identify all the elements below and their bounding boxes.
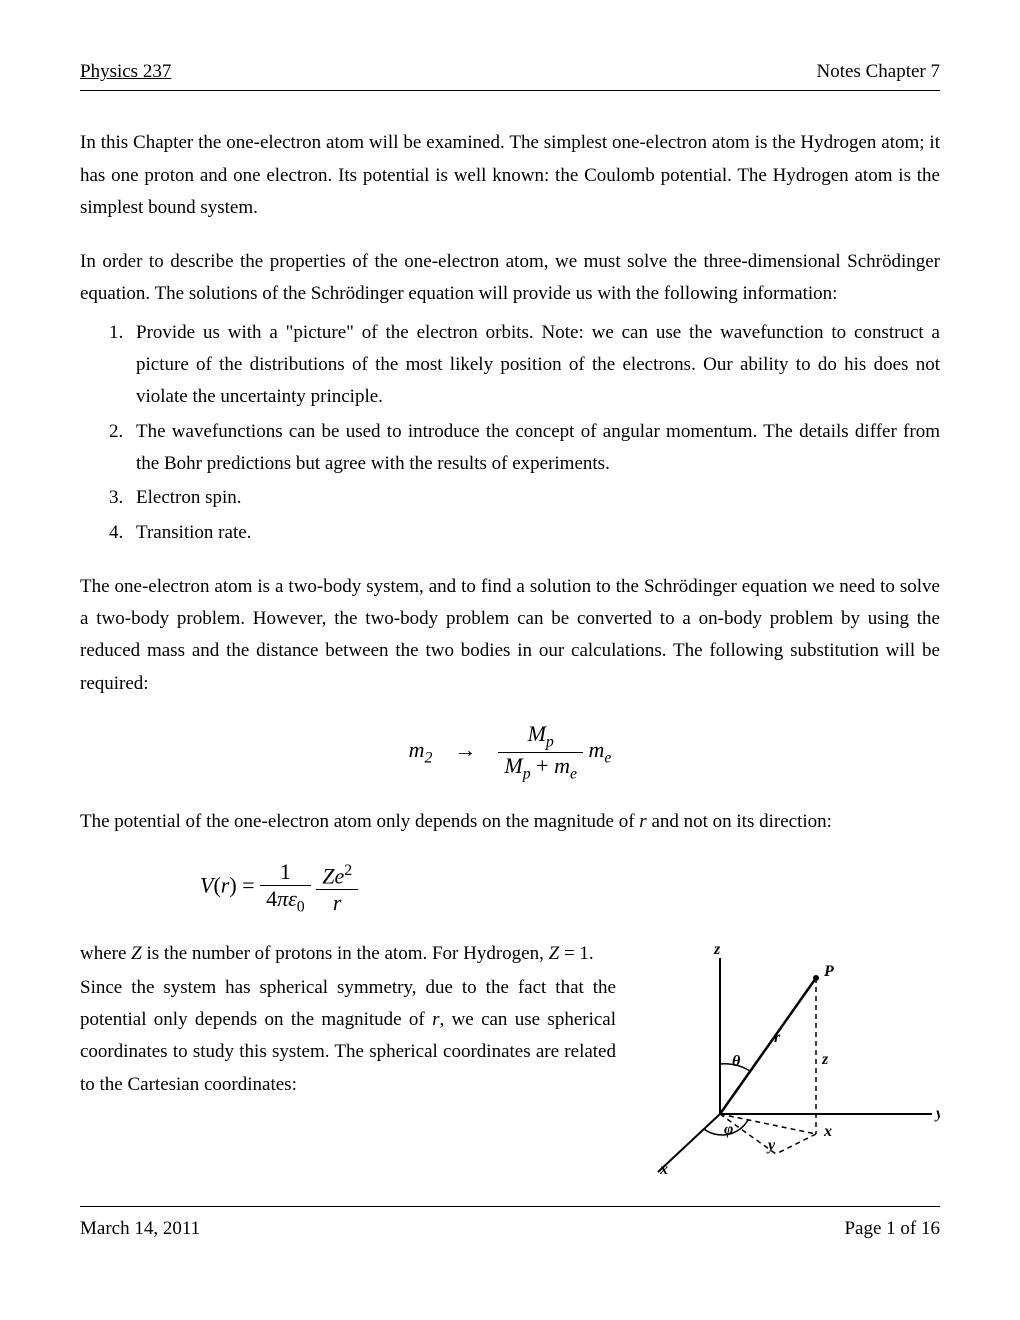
eq1-tail-sub: e	[604, 749, 611, 766]
spherical-paragraph: Since the system has spherical symmetry,…	[80, 972, 616, 1101]
intro-paragraph-2: In order to describe the properties of t…	[80, 246, 940, 311]
eq1-den-plus: +	[531, 753, 554, 778]
eq2-num2-sup: 2	[344, 862, 352, 879]
page-footer: March 14, 2011 Page 1 of 16	[80, 1206, 940, 1245]
eq2-num2-a: Ze	[322, 863, 344, 888]
eq2-den1-sub: 0	[297, 898, 305, 915]
label-phi: φ	[724, 1121, 733, 1138]
eq1-fraction: Mp Mp + me	[498, 722, 583, 782]
eq1-den-a: M	[504, 753, 522, 778]
eq1-lhs-var: m	[409, 737, 425, 762]
p5-a: where	[80, 943, 131, 964]
header-chapter: Notes Chapter 7	[817, 56, 940, 88]
label-xc: x	[823, 1123, 832, 1140]
bottom-text: where Z is the number of protons in the …	[80, 938, 616, 1101]
label-x: x	[659, 1161, 668, 1178]
info-list: Provide us with a "picture" of the elect…	[128, 317, 940, 549]
eq2-V: V	[200, 873, 213, 898]
p4-a: The potential of the one-electron atom o…	[80, 811, 639, 832]
label-y: y	[934, 1105, 940, 1122]
list-item: The wavefunctions can be used to introdu…	[128, 416, 940, 481]
potential-paragraph: The potential of the one-electron atom o…	[80, 806, 940, 838]
label-zc: z	[821, 1051, 829, 1068]
eq1-arrow: →	[454, 737, 476, 762]
eq1-den-b-sub: e	[570, 765, 577, 782]
list-item: Transition rate.	[128, 517, 940, 549]
header-course: Physics 237	[80, 56, 171, 88]
intro-paragraph-1: In this Chapter the one-electron atom wi…	[80, 127, 940, 224]
bottom-two-column: where Z is the number of protons in the …	[80, 938, 940, 1178]
p6-r: r	[432, 1009, 439, 1030]
label-z: z	[713, 941, 721, 958]
p4-r: r	[639, 811, 646, 832]
eq1-den-b: m	[554, 753, 570, 778]
coord-diagram-svg: z y x P r z x y θ φ	[640, 938, 940, 1178]
where-z-paragraph: where Z is the number of protons in the …	[80, 938, 616, 970]
eq1-num-sub: p	[546, 733, 554, 750]
p4-c: and not on its direction:	[647, 811, 832, 832]
list-item: Provide us with a "picture" of the elect…	[128, 317, 940, 414]
footer-date: March 14, 2011	[80, 1213, 200, 1245]
p5-e: = 1.	[559, 943, 593, 964]
label-yc: y	[766, 1137, 776, 1154]
label-theta: θ	[732, 1053, 741, 1070]
eq1-num-var: M	[528, 721, 546, 746]
footer-page: Page 1 of 16	[844, 1213, 940, 1245]
label-P: P	[823, 963, 834, 980]
eq2-frac2: Ze2 r	[316, 862, 358, 915]
eq1-den-a-sub: p	[523, 765, 531, 782]
eq2-den2: r	[333, 890, 342, 915]
p5-Z2: Z	[549, 943, 560, 964]
label-r: r	[774, 1029, 781, 1046]
reduced-mass-equation: m2 → Mp Mp + me me	[80, 722, 940, 782]
eq1-tail-var: m	[588, 737, 604, 762]
page-header: Physics 237 Notes Chapter 7	[80, 56, 940, 91]
spherical-coord-diagram: z y x P r z x y θ φ	[640, 938, 940, 1178]
eq2-den1-b: πε	[277, 886, 297, 911]
eq2-frac1: 1 4πε0	[260, 860, 311, 915]
two-body-paragraph: The one-electron atom is a two-body syst…	[80, 571, 940, 700]
eq1-lhs-sub: 2	[424, 749, 432, 766]
eq2-den1-a: 4	[266, 886, 277, 911]
list-item: Electron spin.	[128, 482, 940, 514]
eq2-num1: 1	[260, 860, 311, 886]
eq2-eq: =	[237, 873, 260, 898]
coulomb-equation: V(r) = 1 4πε0 Ze2 r	[200, 860, 940, 915]
p5-Z: Z	[131, 943, 142, 964]
p5-c: is the number of protons in the atom. Fo…	[142, 943, 549, 964]
